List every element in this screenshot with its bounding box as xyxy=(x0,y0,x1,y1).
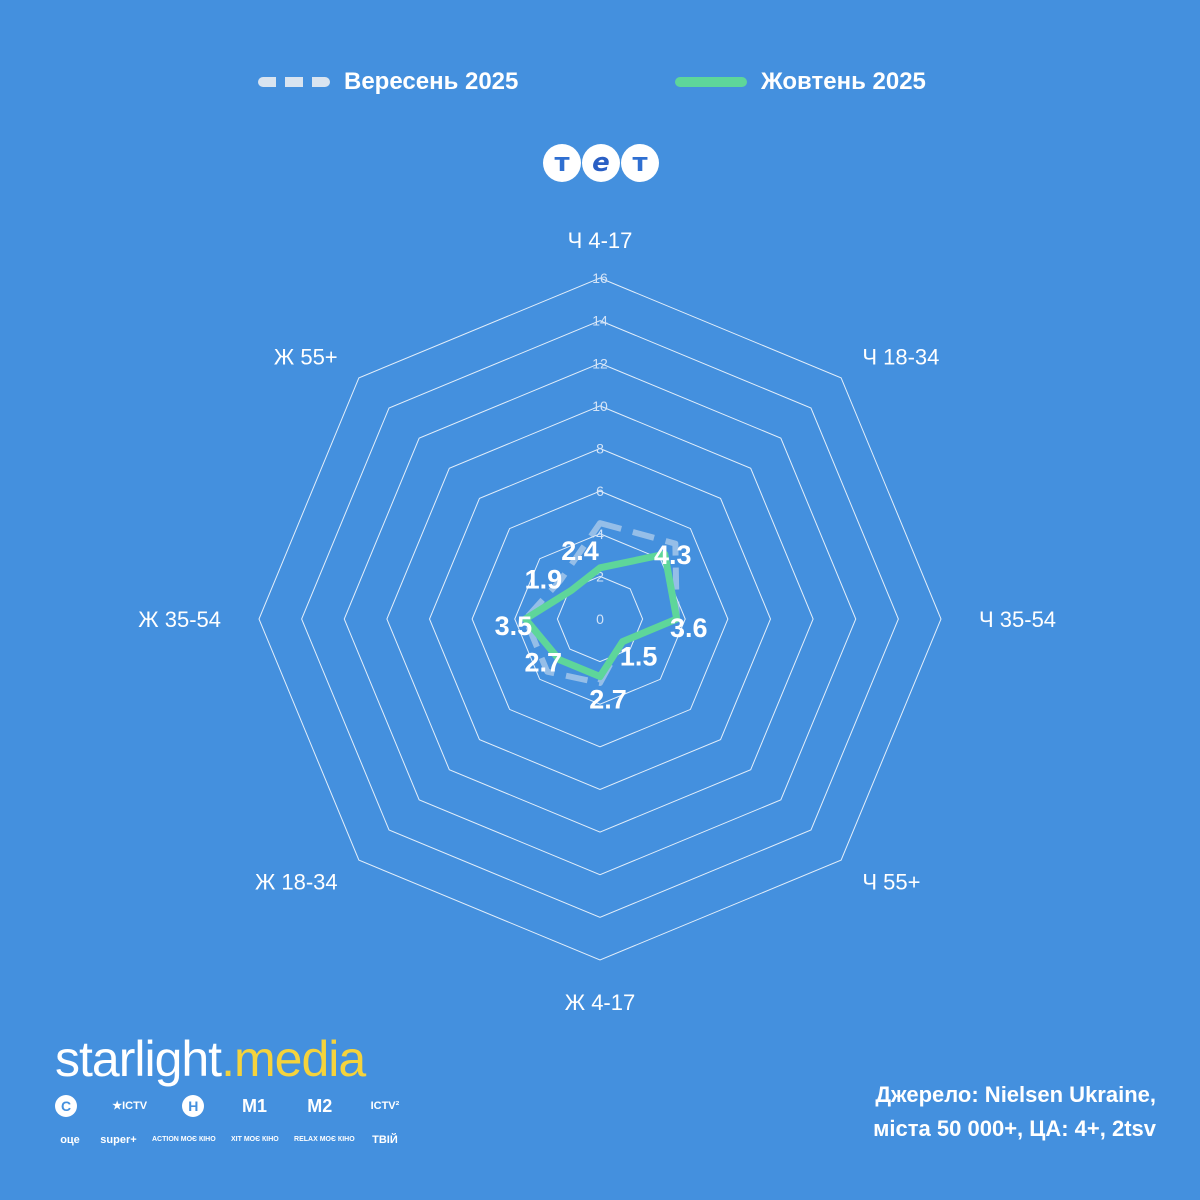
brand-name-a: starlight xyxy=(55,1031,222,1087)
data-label-4: 1.5 xyxy=(620,642,658,672)
super-plus-logo: super+ xyxy=(100,1133,137,1146)
grid-ring-14 xyxy=(301,320,899,918)
series-line-september xyxy=(522,520,680,686)
tick-label-0: 0 xyxy=(596,611,604,627)
tick-label-16: 16 xyxy=(592,270,608,286)
tick-label-12: 12 xyxy=(592,355,608,371)
legend-swatch-october xyxy=(675,77,747,87)
radar-series xyxy=(521,520,681,686)
channel-row-1: С ★ICTV Н М1 М2 ICTV² xyxy=(55,1093,400,1119)
starlight-media-logo: starlight.media xyxy=(55,1030,366,1088)
channel-logos: С ★ICTV Н М1 М2 ICTV² оце super+ ACTION … xyxy=(55,1093,400,1161)
grid-ring-12 xyxy=(343,362,857,876)
axis-label-7: Ж 35-54 xyxy=(138,607,221,632)
series-line-october xyxy=(521,550,681,681)
legend-swatch-september xyxy=(258,77,330,87)
axis-label-8: Ж 55+ xyxy=(274,345,338,370)
axis-label-6: Ж 18-34 xyxy=(255,869,338,894)
data-source-note: Джерело: Nielsen Ukraine, міста 50 000+,… xyxy=(873,1078,1156,1146)
tick-label-2: 2 xyxy=(596,568,604,584)
tick-label-14: 14 xyxy=(592,313,608,329)
tick-label-6: 6 xyxy=(596,483,604,499)
data-label-8: 1.9 xyxy=(525,564,563,594)
data-label-5: 2.7 xyxy=(589,685,627,715)
ictv2-logo: ICTV² xyxy=(370,1099,400,1112)
axis-label-3: Ч 35-54 xyxy=(979,607,1056,632)
brand-dot: . xyxy=(221,1031,235,1087)
legend-item-september: Вересень 2025 xyxy=(258,62,518,102)
axis-label-5: Ж 4-17 xyxy=(565,990,635,1015)
m1-logo: М1 xyxy=(242,1096,268,1116)
tet-logo-letter-3: т xyxy=(621,144,659,182)
tick-label-10: 10 xyxy=(592,398,608,414)
chart-legend: Вересень 2025 Жовтень 2025 xyxy=(0,62,1200,102)
source-line-1: Джерело: Nielsen Ukraine, xyxy=(875,1082,1156,1107)
novyi-logo: Н xyxy=(182,1095,205,1117)
source-line-2: міста 50 000+, ЦА: 4+, 2tsv xyxy=(873,1116,1156,1141)
otse-logo: оце xyxy=(60,1133,80,1146)
data-label-7: 3.5 xyxy=(495,611,533,641)
grid-ring-2 xyxy=(556,575,644,663)
brand-name-b: media xyxy=(233,1031,366,1087)
relax-moe-kino-logo: RELAX МОЄ КІНО xyxy=(294,1136,355,1143)
ictv-logo: ★ICTV xyxy=(112,1099,148,1112)
m2-logo: М2 xyxy=(307,1096,333,1116)
data-label-6: 2.7 xyxy=(525,648,563,678)
hit-moe-kino-logo: ХІТ МОЄ КІНО xyxy=(230,1136,279,1143)
tet-logo-letter-2: е xyxy=(582,144,620,182)
grid-ring-8 xyxy=(428,447,772,791)
tet-logo-letter-1: т xyxy=(543,144,581,182)
tick-label-4: 4 xyxy=(596,526,604,542)
grid-ring-6 xyxy=(471,490,729,748)
legend-label-september: Вересень 2025 xyxy=(344,68,519,95)
tick-label-8: 8 xyxy=(596,441,604,457)
action-moe-kino-logo: ACTION МОЄ КІНО xyxy=(151,1136,216,1143)
legend-label-october: Жовтень 2025 xyxy=(761,68,926,95)
radar-data-labels: 2.4 4.3 3.6 1.5 2.7 2.7 3.5 1.9 xyxy=(495,536,708,715)
data-label-3: 3.6 xyxy=(670,613,708,643)
tviy-logo: ТВІЙ xyxy=(372,1133,398,1146)
axis-label-2: Ч 18-34 xyxy=(862,345,939,370)
axis-label-1: Ч 4-17 xyxy=(568,228,633,253)
stb-logo: С xyxy=(55,1095,77,1117)
channel-row-2: оце super+ ACTION МОЄ КІНО ХІТ МОЄ КІНО … xyxy=(55,1127,400,1153)
grid-ring-10 xyxy=(386,405,814,833)
radar-axis-labels: Ч 4-17 Ч 18-34 Ч 35-54 Ч 55+ Ж 4-17 Ж 18-34 Ж … xyxy=(138,228,1056,1015)
data-label-1: 2.4 xyxy=(561,536,599,566)
tet-channel-logo: т е т xyxy=(543,144,659,182)
axis-label-4: Ч 55+ xyxy=(862,869,920,894)
radar-ticks: 0 2 4 6 8 10 12 14 16 xyxy=(592,270,608,627)
grid-ring-16 xyxy=(258,277,942,961)
data-label-2: 4.3 xyxy=(654,540,692,570)
legend-item-october: Жовтень 2025 xyxy=(675,62,926,102)
